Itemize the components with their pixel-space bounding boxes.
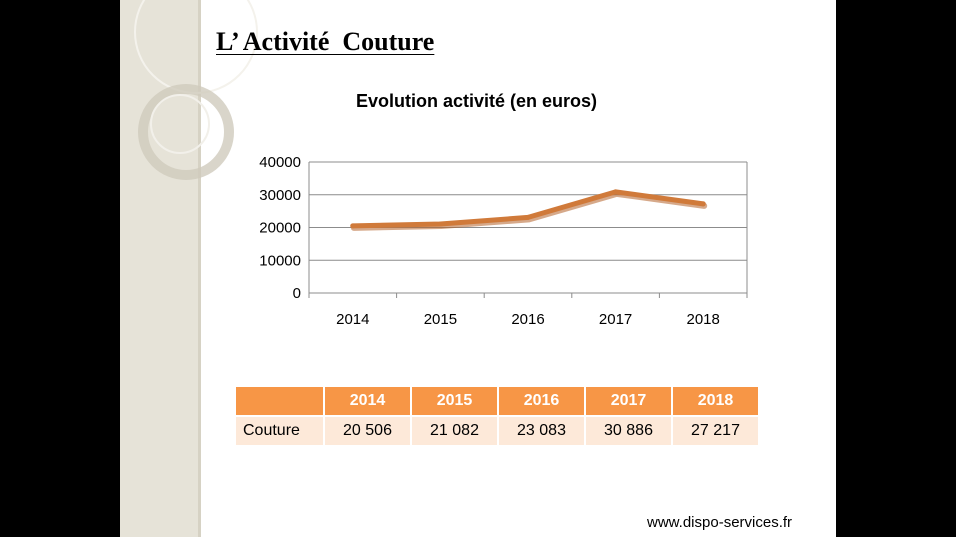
y-tick-label: 0 xyxy=(293,285,301,302)
y-tick-label: 10000 xyxy=(259,252,301,269)
table-header-cell: 2017 xyxy=(584,387,672,416)
decorative-side-band-edge xyxy=(198,0,201,537)
table-header-cell: 2014 xyxy=(323,387,411,416)
x-tick-label: 2017 xyxy=(599,311,632,328)
y-tick-label: 30000 xyxy=(259,187,301,204)
chart-tick-labels: 0 10000 20000 30000 40000 2014 2015 2016 2017 201… xyxy=(259,154,720,328)
data-point xyxy=(350,223,356,229)
x-tick-label: 2018 xyxy=(687,311,720,328)
table-header-corner xyxy=(236,387,324,416)
table-cell: 27 217 xyxy=(671,415,758,445)
x-tick-label: 2015 xyxy=(424,311,457,328)
table-row-label: Couture xyxy=(236,415,324,445)
table-cell: 21 082 xyxy=(410,415,498,445)
x-tick-label: 2016 xyxy=(511,311,544,328)
footer-url: www.dispo-services.fr xyxy=(647,514,793,531)
table-header-cell: 2016 xyxy=(497,387,585,416)
data-point xyxy=(700,201,706,207)
table-header-cell: 2015 xyxy=(410,387,498,416)
data-point xyxy=(437,221,443,227)
slide-title: L’ Activité Couture xyxy=(216,27,435,56)
table-cell: 23 083 xyxy=(497,415,585,445)
y-tick-label: 40000 xyxy=(259,154,301,171)
slide: L’ Activité Couture Evolution activité (… xyxy=(120,0,836,537)
data-point xyxy=(613,189,619,195)
y-tick-label: 20000 xyxy=(259,220,301,237)
table-cell: 30 886 xyxy=(584,415,672,445)
line-chart: 0 10000 20000 30000 40000 2014 2015 2016 2017 201… xyxy=(259,154,748,328)
data-table: 2014 2015 2016 2017 2018 Couture 20 506 21 082… xyxy=(236,387,758,445)
chart-series xyxy=(350,189,708,231)
chart-gridlines xyxy=(309,161,747,261)
table-body: Couture 20 506 21 082 23 083 30 886 27 217 xyxy=(236,415,758,445)
table-header-cell: 2018 xyxy=(671,387,758,416)
table-row: Couture 20 506 21 082 23 083 30 886 27 217 xyxy=(236,415,758,445)
x-tick-label: 2014 xyxy=(336,311,369,328)
chart-axes xyxy=(308,162,748,298)
data-point xyxy=(525,214,531,220)
decorative-ring xyxy=(138,84,234,180)
table-cell: 20 506 xyxy=(323,415,411,445)
decorative-ring xyxy=(150,94,210,154)
chart-title: Evolution activité (en euros) xyxy=(356,91,598,111)
table-header-row: 2014 2015 2016 2017 2018 xyxy=(236,387,758,416)
